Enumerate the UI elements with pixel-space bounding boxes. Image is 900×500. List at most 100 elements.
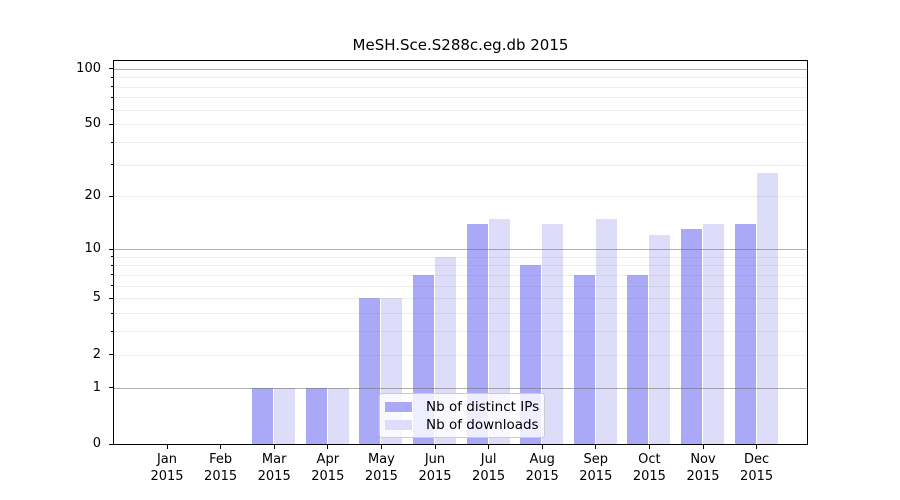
bar-distinct-ips [466, 223, 488, 444]
y-tick-label: 100 [76, 60, 101, 76]
year-label: 2015 [364, 469, 398, 484]
year-label: 2015 [740, 469, 774, 484]
month-label: May [367, 452, 395, 467]
legend: Nb of distinct IPs Nb of downloads [379, 393, 545, 438]
x-tick-mark [702, 444, 704, 449]
month-label: Feb [209, 452, 233, 467]
legend-swatch-downloads [385, 420, 412, 430]
month-label: Dec [744, 452, 770, 467]
x-tick-label: Jun 2015 [405, 451, 465, 485]
year-label: 2015 [579, 469, 613, 484]
x-tick-mark [166, 444, 168, 449]
gridline-minor [114, 86, 807, 88]
y-minor-tick-mark [111, 274, 114, 276]
year-label: 2015 [257, 469, 291, 484]
y-tick-label: 5 [92, 290, 101, 306]
legend-label-downloads: Nb of downloads [426, 417, 539, 433]
month-label: Sep [583, 452, 609, 467]
x-tick-mark [488, 444, 490, 449]
month-label: Nov [690, 452, 716, 467]
month-label: Jan [156, 452, 178, 467]
y-minor-tick-mark [111, 312, 114, 314]
x-tick-mark [648, 444, 650, 449]
x-tick-label: Jan 2015 [137, 451, 197, 485]
y-minor-tick-mark [111, 285, 114, 287]
year-label: 2015 [418, 469, 452, 484]
gridline-minor [114, 164, 807, 166]
x-tick-label: Mar 2015 [244, 451, 304, 485]
gridline-minor [114, 354, 807, 356]
bar-distinct-ips [681, 229, 702, 444]
gridline-minor [114, 97, 807, 99]
y-tick-label: 1 [92, 379, 101, 395]
gridline-minor [114, 77, 807, 79]
y-minor-tick-mark [111, 256, 114, 258]
bar-downloads [274, 387, 296, 444]
y-tick-label: 10 [84, 241, 101, 257]
y-tick-mark [109, 68, 114, 70]
bar-distinct-ips [305, 387, 327, 444]
x-tick-mark [434, 444, 436, 449]
x-tick-mark [541, 444, 543, 449]
legend-row-downloads: Nb of downloads [385, 416, 544, 434]
y-tick-label: 0 [92, 436, 101, 451]
bar-distinct-ips [252, 387, 274, 444]
x-tick-mark [756, 444, 758, 449]
y-tick-label: 50 [84, 116, 101, 132]
plot-area: 0 1 2 5 10 20 50 100 Jan 2015 Feb 2015 Mar 2015 Apr 201… [76, 60, 808, 484]
x-tick-mark [220, 444, 222, 449]
x-tick-label: May 2015 [351, 451, 411, 485]
gridline-major [114, 387, 807, 389]
year-label: 2015 [472, 469, 506, 484]
y-tick-mark [109, 123, 114, 125]
x-tick-label: Oct 2015 [619, 451, 679, 485]
y-minor-tick-mark [111, 264, 114, 266]
gridline-minor [114, 331, 807, 333]
y-minor-tick-mark [111, 109, 114, 111]
gridline-minor [114, 109, 807, 111]
y-tick-mark [109, 248, 114, 250]
bar-downloads [703, 223, 724, 444]
y-tick-mark [109, 195, 114, 197]
x-tick-label: Nov 2015 [673, 451, 733, 485]
year-label: 2015 [632, 469, 666, 484]
bar-distinct-ips [734, 223, 756, 444]
bar-downloads [756, 173, 778, 444]
year-label: 2015 [204, 469, 238, 484]
legend-label-distinct-ips: Nb of distinct IPs [426, 399, 540, 415]
y-tick-mark [109, 354, 114, 356]
year-label: 2015 [686, 469, 720, 484]
gridline-minor [114, 313, 807, 315]
year-label: 2015 [311, 469, 345, 484]
bar-downloads [327, 387, 349, 444]
x-tick-label: Sep 2015 [566, 451, 626, 485]
gridline-major [114, 249, 807, 251]
gridline-minor [114, 265, 807, 267]
y-tick-mark [109, 297, 114, 299]
month-label: Aug [529, 452, 555, 467]
x-tick-mark [273, 444, 275, 449]
chart-title: MeSH.Sce.S288c.eg.db 2015 [352, 36, 569, 54]
year-label: 2015 [525, 469, 559, 484]
y-minor-tick-mark [111, 141, 114, 143]
month-label: Jul [480, 452, 497, 467]
legend-swatch-distinct-ips [385, 402, 412, 412]
gridline-minor [114, 274, 807, 276]
x-tick-mark [327, 444, 329, 449]
gridline-minor [114, 142, 807, 144]
bar-downloads [649, 235, 671, 444]
month-label: Mar [261, 452, 287, 467]
gridline-minor [114, 298, 807, 300]
bar-downloads [542, 223, 564, 444]
month-label: Oct [638, 452, 661, 467]
bar-distinct-ips [573, 274, 595, 444]
bar-distinct-ips [627, 274, 649, 444]
y-tick-label: 2 [92, 346, 101, 362]
x-tick-label: Dec 2015 [727, 451, 787, 485]
gridline-major [114, 68, 807, 70]
y-tick-mark [109, 387, 114, 389]
x-tick-label: Jul 2015 [459, 451, 519, 485]
month-label: Jun [424, 452, 446, 467]
x-tick-mark [595, 444, 597, 449]
